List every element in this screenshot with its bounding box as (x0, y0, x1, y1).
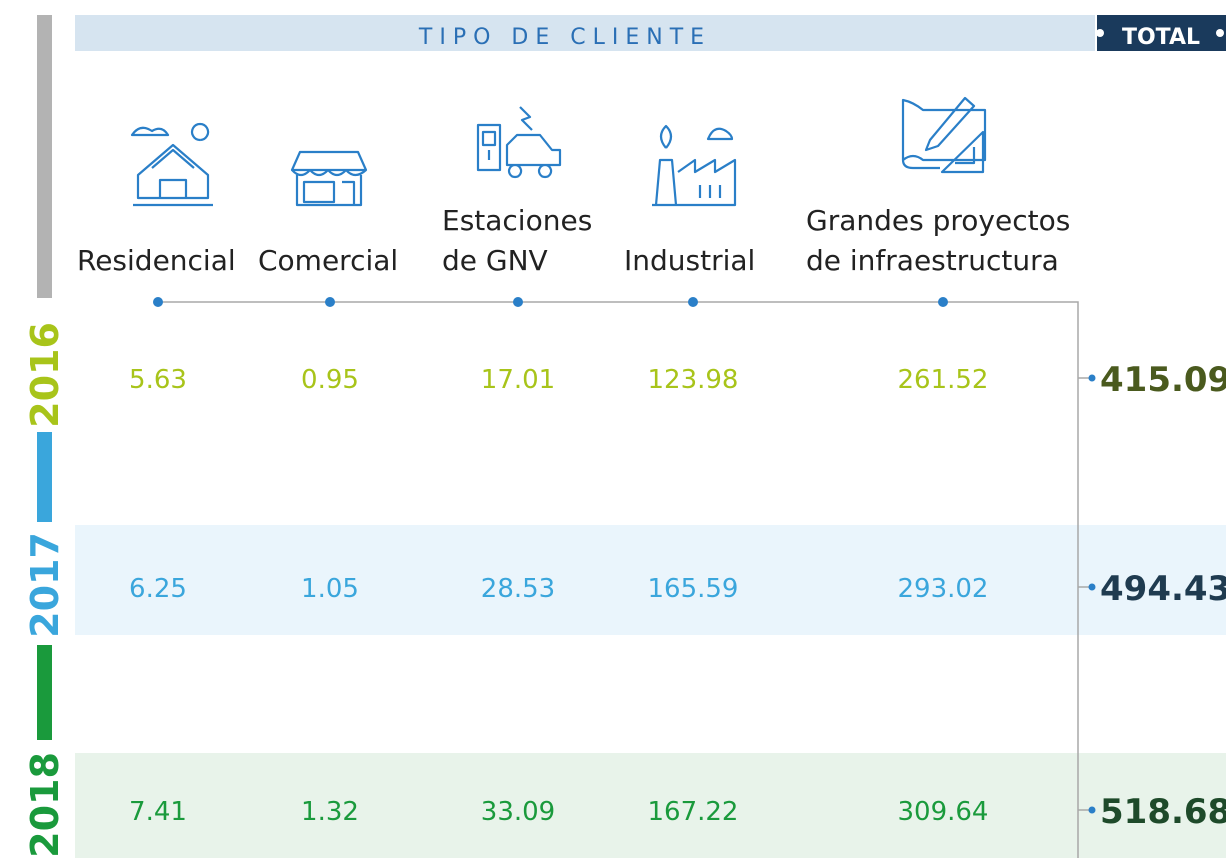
total-header: TOTAL (1122, 25, 1200, 50)
row-total: 415.09 (1100, 360, 1226, 400)
icon-plans (901, 96, 987, 174)
row-band (75, 525, 1226, 635)
cell-value: 123.98 (648, 365, 739, 395)
dot (513, 297, 523, 307)
column-label: Comercial (258, 244, 398, 277)
dot (153, 297, 163, 307)
cell-value: 309.64 (898, 797, 989, 827)
header-title: TIPO DE CLIENTE (418, 25, 711, 50)
bar-green (37, 645, 52, 740)
cell-value: 28.53 (481, 574, 555, 604)
icon-gnv (476, 106, 562, 179)
cell-value: 1.32 (301, 797, 359, 827)
column-label: de infraestructura (806, 244, 1059, 277)
dot (1088, 806, 1096, 814)
dot (1096, 29, 1104, 37)
header-bar (75, 15, 1095, 51)
column-label: Residencial (77, 244, 236, 277)
icon-industry (652, 124, 737, 207)
year-label: 2017 (23, 532, 67, 638)
column-label: Estaciones (442, 204, 592, 237)
row-band (75, 753, 1226, 858)
cell-value: 0.95 (301, 365, 359, 395)
bar-gray (37, 15, 52, 298)
year-label: 2016 (23, 322, 67, 428)
row-total: 494.43 (1100, 569, 1226, 609)
cell-value: 6.25 (129, 574, 187, 604)
cell-value: 293.02 (898, 574, 989, 604)
row-total: 518.68 (1100, 792, 1226, 832)
cell-value: 261.52 (898, 365, 989, 395)
dot (1216, 29, 1224, 37)
icon-shop (290, 150, 368, 207)
year-label: 2018 (23, 752, 67, 858)
cell-value: 167.22 (648, 797, 739, 827)
column-label: Industrial (624, 244, 755, 277)
cell-value: 5.63 (129, 365, 187, 395)
icon-house (130, 122, 213, 207)
cell-value: 165.59 (648, 574, 739, 604)
dot (938, 297, 948, 307)
cell-value: 7.41 (129, 797, 187, 827)
cell-value: 33.09 (481, 797, 555, 827)
total-box (1097, 15, 1226, 51)
column-label: Grandes proyectos (806, 204, 1070, 237)
cell-value: 17.01 (481, 365, 555, 395)
dot (1088, 374, 1096, 382)
cell-value: 1.05 (301, 574, 359, 604)
column-label: de GNV (442, 244, 548, 277)
connector (158, 301, 1079, 858)
bar-blue (37, 432, 52, 522)
dot (325, 297, 335, 307)
dot (1088, 583, 1096, 591)
dot (688, 297, 698, 307)
